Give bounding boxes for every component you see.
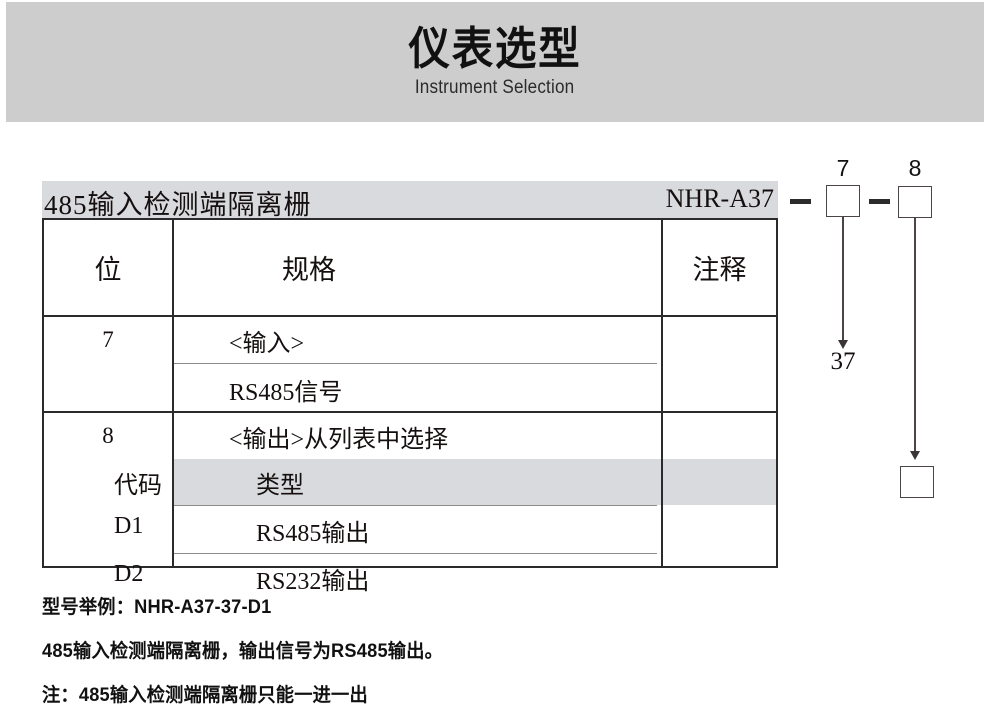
dash-separator-2 [869,199,890,204]
arrow-head-slot-8 [910,451,920,460]
row-8-spec-line-1: <输出>从列表中选择 [229,427,449,453]
col-header-position: 位 [94,255,122,285]
subtable-row-code-d1: D1 [114,513,144,539]
row-position-8: 8 [102,423,114,448]
model-code-diagram: 7 37 8 [786,150,986,510]
slot-7-value: 37 [830,348,856,375]
subtable-row-code-d2: D2 [114,561,144,587]
col-header-spec: 规格 [282,255,336,285]
page-subtitle: Instrument Selection [415,76,575,98]
code-box-slot-8-target[interactable] [900,466,934,498]
subtable-header-band [174,459,776,505]
arrow-line-slot-8 [914,218,916,453]
code-box-slot-7[interactable] [826,185,860,217]
subtable-row-type-d2: RS232输出 [256,569,370,595]
arrow-head-slot-7 [838,340,848,349]
code-box-slot-8[interactable] [898,186,932,218]
row-7-spec-line-1: <输入> [229,331,305,357]
dash-separator-1 [790,199,811,204]
subtable-header-code: 代码 [114,473,162,499]
table-title-row: 485输入检测端隔离栅 NHR-A37 [42,181,778,220]
note-line-example: 型号举例：NHR-A37-37-D1 [42,597,272,618]
row-divider-header [44,315,776,317]
slot-label-8: 8 [908,155,922,181]
model-code: NHR-A37 [665,184,774,213]
column-divider-note [661,220,663,566]
row-position-7: 7 [102,327,114,352]
column-divider-position [172,220,174,566]
note-line-description: 485输入检测端隔离栅，输出信号为RS485输出。 [42,641,444,662]
col-header-note: 注释 [692,255,747,285]
footer-notes: 型号举例：NHR-A37-37-D1 485输入检测端隔离栅，输出信号为RS48… [42,592,942,724]
row-divider-7-8 [44,411,776,413]
page-title: 仪表选型 [408,23,582,75]
product-name: 485输入检测端隔离栅 [44,190,312,220]
note-line-remark: 注：485输入检测端隔离栅只能一进一出 [42,685,368,706]
row-divider-7a [174,363,657,364]
table-grid: 位 规格 注释 7 <输入> RS485信号 8 <输出>从列表中选择 代码 类… [42,220,778,595]
row-divider-subhead [174,505,657,506]
slot-label-7: 7 [836,155,850,181]
row-divider-d1-d2 [174,553,657,554]
subtable-row-type-d1: RS485输出 [256,521,370,547]
page-header-banner: 仪表选型 Instrument Selection [6,2,984,122]
selection-table: 485输入检测端隔离栅 NHR-A37 位 规格 注释 7 <输入> RS485… [42,181,778,595]
arrow-line-slot-7 [842,217,844,342]
subtable-header-type: 类型 [256,473,304,499]
row-7-spec-line-2: RS485信号 [229,380,343,406]
